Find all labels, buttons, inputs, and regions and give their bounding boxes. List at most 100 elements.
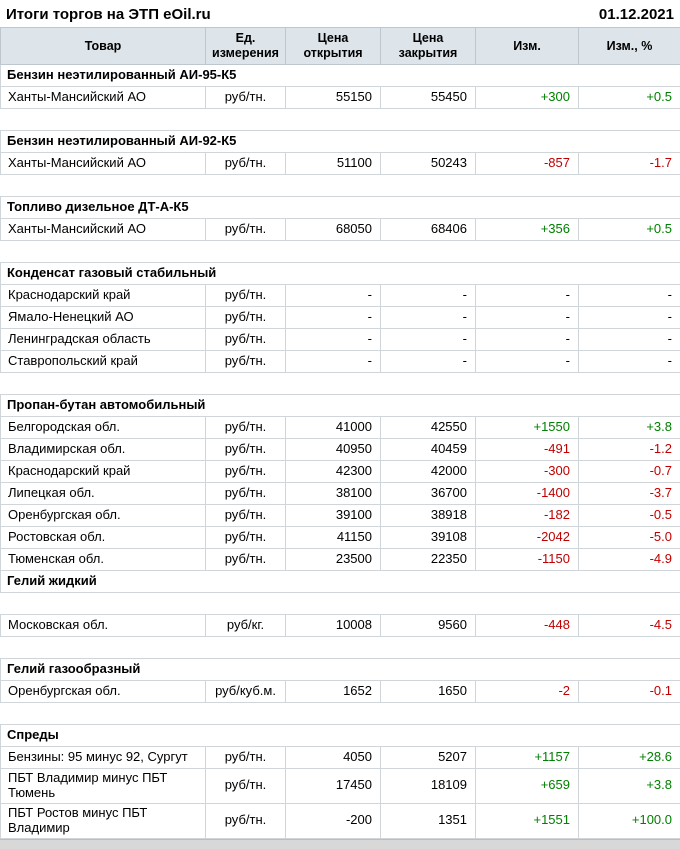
section-header-row: Бензин неэтилированный АИ-92-К5 — [1, 131, 680, 153]
open-price-cell: 55150 — [286, 87, 381, 109]
open-price-cell: - — [286, 329, 381, 351]
unit-cell: руб/тн. — [206, 461, 286, 483]
section-title: Бензин неэтилированный АИ-95-К5 — [1, 65, 680, 87]
change-cell: -2042 — [476, 527, 579, 549]
close-price-cell: 9560 — [381, 615, 476, 637]
trading-results-table: Товар Ед. измерения Цена открытия Цена з… — [0, 27, 680, 839]
change-pct-cell: -1.7 — [579, 153, 680, 175]
product-cell: Тюменская обл. — [1, 549, 206, 571]
open-price-cell: 51100 — [286, 153, 381, 175]
product-cell: Ханты-Мансийский АО — [1, 87, 206, 109]
spacer-cell — [1, 593, 680, 615]
spacer-row — [1, 241, 680, 263]
product-cell: Ростовская обл. — [1, 527, 206, 549]
open-price-cell: 41150 — [286, 527, 381, 549]
close-price-cell: 55450 — [381, 87, 476, 109]
change-pct-cell: -4.5 — [579, 615, 680, 637]
unit-cell: руб/куб.м. — [206, 681, 286, 703]
open-price-cell: 10008 — [286, 615, 381, 637]
product-cell: ПБТ Ростов минус ПБТ Владимир — [1, 803, 206, 838]
close-price-cell: - — [381, 307, 476, 329]
close-price-cell: - — [381, 329, 476, 351]
change-cell: +659 — [476, 769, 579, 804]
change-cell: -857 — [476, 153, 579, 175]
change-cell: -1400 — [476, 483, 579, 505]
open-price-cell: 38100 — [286, 483, 381, 505]
close-price-cell: 36700 — [381, 483, 476, 505]
table-head: Товар Ед. измерения Цена открытия Цена з… — [1, 28, 680, 65]
unit-cell: руб/тн. — [206, 769, 286, 804]
section-title: Спреды — [1, 725, 680, 747]
col-product: Товар — [1, 28, 206, 65]
change-pct-cell: -0.1 — [579, 681, 680, 703]
section-header-row: Гелий газообразный — [1, 659, 680, 681]
open-price-cell: 17450 — [286, 769, 381, 804]
product-cell: Белгородская обл. — [1, 417, 206, 439]
product-cell: Липецкая обл. — [1, 483, 206, 505]
close-price-cell: 18109 — [381, 769, 476, 804]
open-price-cell: -200 — [286, 803, 381, 838]
change-pct-cell: +100.0 — [579, 803, 680, 838]
open-price-cell: 40950 — [286, 439, 381, 461]
change-cell: - — [476, 307, 579, 329]
close-price-cell: 50243 — [381, 153, 476, 175]
col-unit: Ед. измерения — [206, 28, 286, 65]
spacer-row — [1, 373, 680, 395]
open-price-cell: 39100 — [286, 505, 381, 527]
close-price-cell: 22350 — [381, 549, 476, 571]
change-pct-cell: -0.7 — [579, 461, 680, 483]
change-pct-cell: - — [579, 329, 680, 351]
spacer-cell — [1, 637, 680, 659]
change-pct-cell: +0.5 — [579, 87, 680, 109]
horizontal-scrollbar[interactable] — [0, 839, 680, 849]
unit-cell: руб/тн. — [206, 505, 286, 527]
change-cell: - — [476, 285, 579, 307]
close-price-cell: 1650 — [381, 681, 476, 703]
spacer-row — [1, 175, 680, 197]
change-pct-cell: - — [579, 351, 680, 373]
report-date: 01.12.2021 — [599, 6, 674, 23]
change-cell: +356 — [476, 219, 579, 241]
section-title: Бензин неэтилированный АИ-92-К5 — [1, 131, 680, 153]
col-close-price: Цена закрытия — [381, 28, 476, 65]
close-price-cell: 38918 — [381, 505, 476, 527]
change-cell: -448 — [476, 615, 579, 637]
unit-cell: руб/тн. — [206, 549, 286, 571]
change-cell: -2 — [476, 681, 579, 703]
product-cell: Оренбургская обл. — [1, 505, 206, 527]
unit-cell: руб/тн. — [206, 417, 286, 439]
product-cell: Ямало-Ненецкий АО — [1, 307, 206, 329]
unit-cell: руб/тн. — [206, 285, 286, 307]
change-cell: -182 — [476, 505, 579, 527]
change-pct-cell: +28.6 — [579, 747, 680, 769]
product-cell: Ханты-Мансийский АО — [1, 153, 206, 175]
close-price-cell: 42550 — [381, 417, 476, 439]
unit-cell: руб/тн. — [206, 219, 286, 241]
change-cell: -300 — [476, 461, 579, 483]
spacer-cell — [1, 175, 680, 197]
open-price-cell: - — [286, 351, 381, 373]
close-price-cell: 39108 — [381, 527, 476, 549]
unit-cell: руб/тн. — [206, 87, 286, 109]
spacer-row — [1, 637, 680, 659]
change-cell: - — [476, 329, 579, 351]
open-price-cell: 4050 — [286, 747, 381, 769]
unit-cell: руб/тн. — [206, 351, 286, 373]
section-header-row: Бензин неэтилированный АИ-95-К5 — [1, 65, 680, 87]
product-cell: Краснодарский край — [1, 285, 206, 307]
spacer-cell — [1, 241, 680, 263]
product-cell: Оренбургская обл. — [1, 681, 206, 703]
spacer-cell — [1, 109, 680, 131]
page-title: Итоги торгов на ЭТП eOil.ru — [6, 6, 211, 23]
close-price-cell: - — [381, 351, 476, 373]
section-title: Конденсат газовый стабильный — [1, 263, 680, 285]
